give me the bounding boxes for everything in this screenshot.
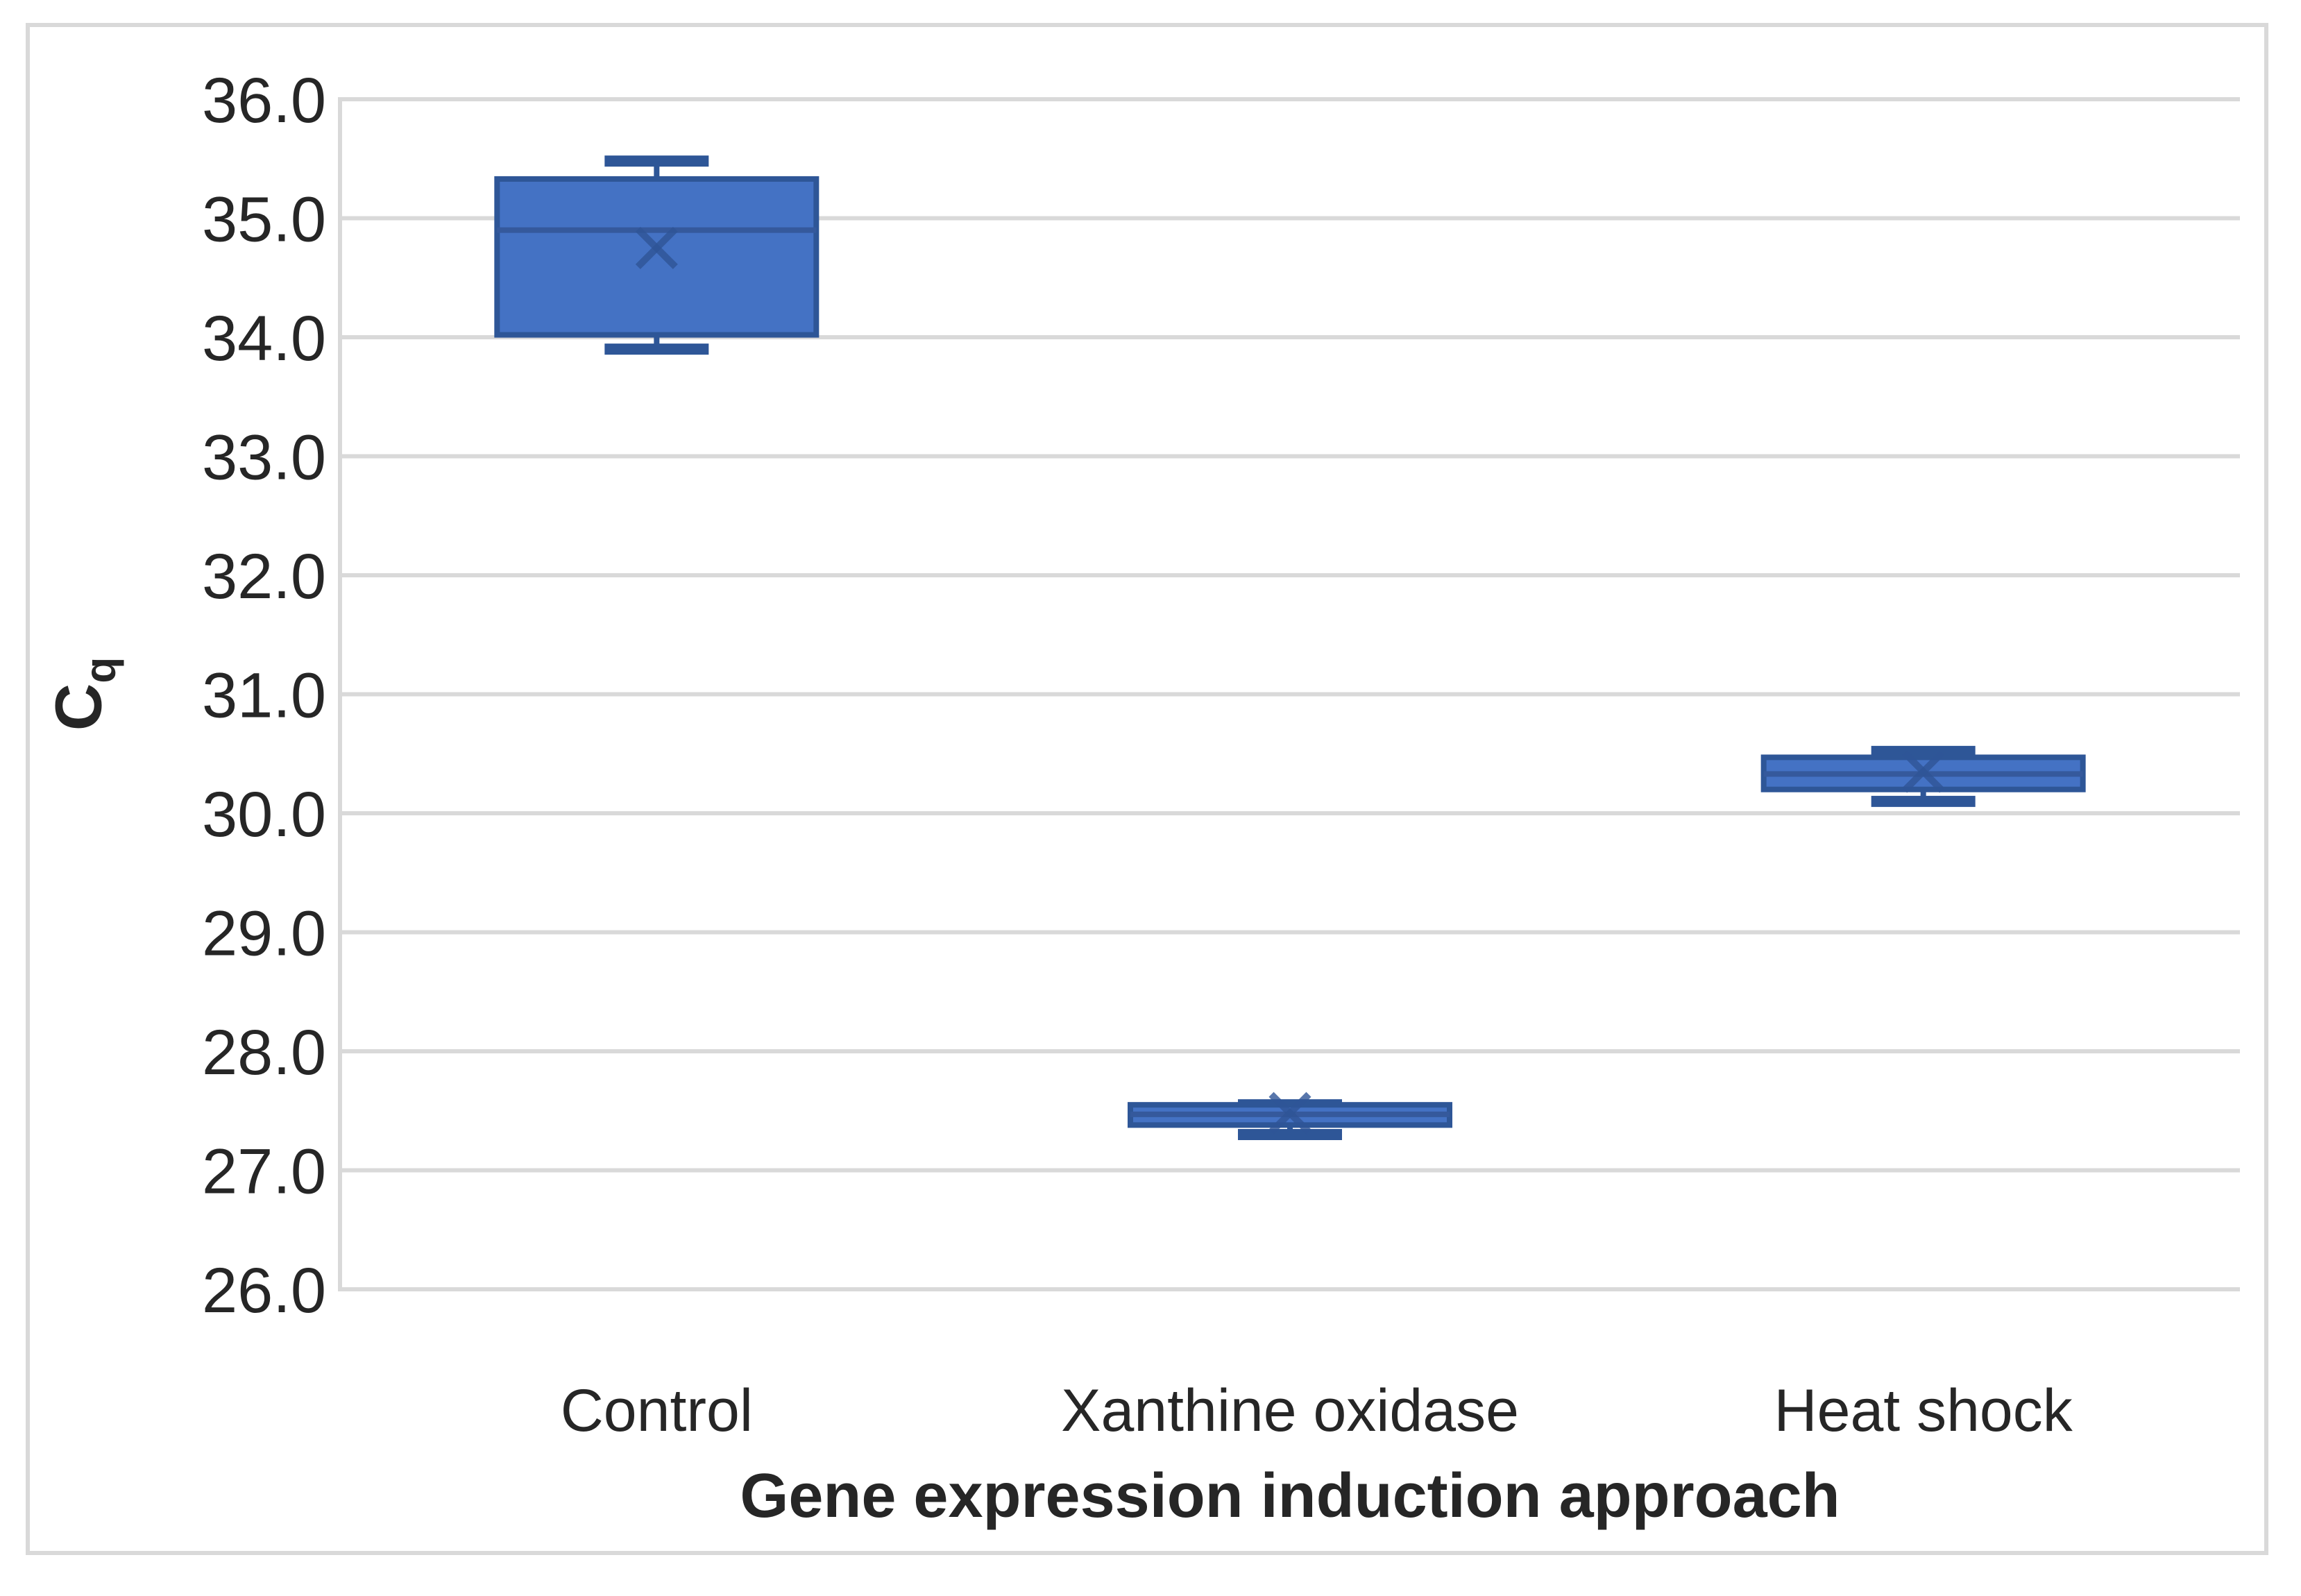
y-tick-label: 29.0 — [202, 899, 326, 969]
y-axis-title-base: C — [42, 683, 116, 731]
y-tick-label: 27.0 — [202, 1137, 326, 1207]
y-tick-label: 32.0 — [202, 541, 326, 612]
x-category-label-xanthine-oxidase: Xanthine oxidase — [1061, 1377, 1519, 1444]
y-tick-label: 31.0 — [202, 661, 326, 731]
y-tick-label: 28.0 — [202, 1017, 326, 1088]
y-tick-label: 26.0 — [202, 1255, 326, 1326]
x-axis-title: Gene expression induction approach — [740, 1461, 1840, 1531]
y-tick-label: 33.0 — [202, 423, 326, 493]
mean-marker-heat-shock — [1902, 750, 1945, 793]
mean-marker-xanthine-oxidase — [1268, 1092, 1311, 1135]
mean-marker-control — [635, 226, 678, 269]
y-tick-label: 30.0 — [202, 779, 326, 850]
x-category-label-heat-shock: Heat shock — [1774, 1377, 2073, 1444]
y-tick-label: 34.0 — [202, 303, 326, 374]
y-tick-label: 36.0 — [202, 65, 326, 136]
x-category-label-control: Control — [561, 1377, 753, 1444]
y-axis-title: Cq — [42, 657, 126, 731]
box-control — [494, 176, 820, 338]
y-axis-title-sub: q — [76, 656, 125, 684]
y-tick-label: 35.0 — [202, 185, 326, 255]
